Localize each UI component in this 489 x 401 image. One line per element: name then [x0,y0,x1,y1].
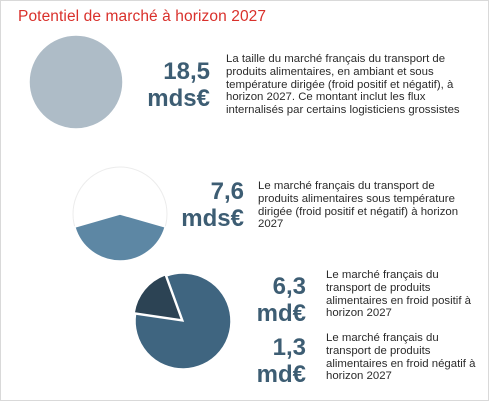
page-title: Potentiel de marché à horizon 2027 [18,8,267,25]
value-4-unit: md€ [256,361,306,388]
pie-chart-1 [28,34,124,130]
value-block-3: 6,3 md€ [236,273,306,327]
pie-3-slice-2 [133,273,183,321]
pie-1-slices [28,34,124,130]
pie-3-slice-1 [134,272,232,370]
value-2-unit: mds€ [181,205,244,232]
description-2: Le marché français du transport de produ… [258,180,459,231]
value-block-4: 1,3 md€ [236,334,306,388]
description-1: La taille du marché français du transpor… [226,53,460,117]
pie-3-slices [133,272,232,370]
pie-chart-2 [72,166,168,262]
description-3: Le marché français du transport de produ… [326,269,471,320]
pie-1-slice-1 [28,34,124,130]
pie-chart-3 [133,272,232,370]
value-block-1: 18,5 mds€ [128,58,210,112]
pie-2-slices [73,213,167,262]
description-4: Le marché français du transport de produ… [326,332,476,383]
value-3-number: 6,3 [272,273,306,300]
value-1-number: 18,5 [163,58,210,85]
value-2-number: 7,6 [210,178,244,205]
value-4-number: 1,3 [272,334,306,361]
value-block-2: 7,6 mds€ [168,178,244,232]
pie-2-slice-1 [73,213,167,262]
value-1-unit: mds€ [147,85,210,112]
value-3-unit: md€ [256,300,306,327]
